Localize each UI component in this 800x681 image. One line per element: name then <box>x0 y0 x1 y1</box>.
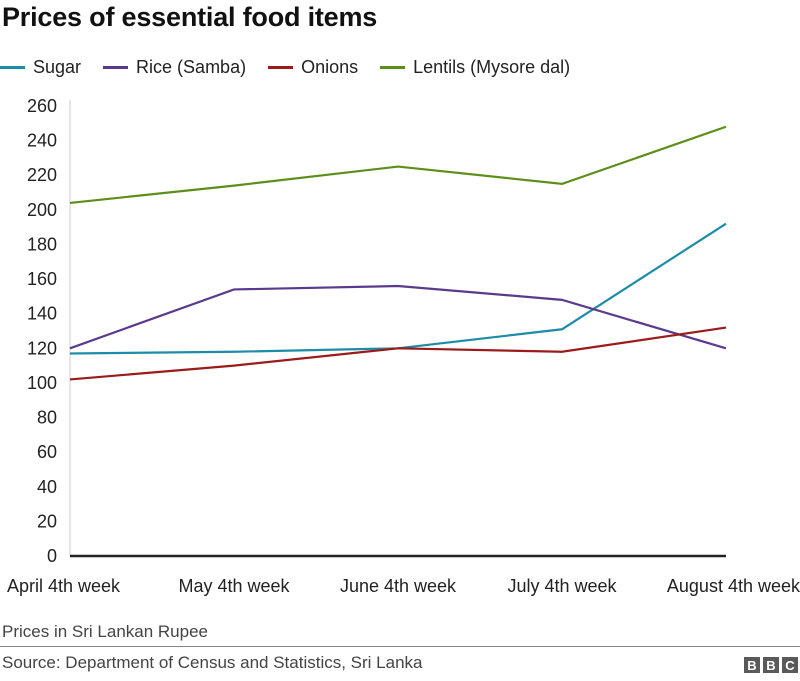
x-tick-label: April 4th week <box>7 576 121 596</box>
y-tick-label: 40 <box>37 477 57 497</box>
legend-item-onions: Onions <box>268 57 358 78</box>
y-tick-label: 260 <box>27 96 57 116</box>
y-tick-label: 220 <box>27 165 57 185</box>
x-tick-label: July 4th week <box>507 576 617 596</box>
y-tick-label: 240 <box>27 131 57 151</box>
units-note: Prices in Sri Lankan Rupee <box>2 622 209 641</box>
legend-item-sugar: Sugar <box>0 57 81 78</box>
y-tick-label: 200 <box>27 200 57 220</box>
legend-label-onions: Onions <box>301 56 359 77</box>
bbc-logo-block: B <box>763 657 779 673</box>
y-tick-label: 180 <box>27 234 57 254</box>
legend-swatch-onions <box>268 65 294 69</box>
legend-swatch-rice <box>103 65 129 69</box>
x-axis-ticks: April 4th week May 4th week June 4th week J… <box>7 576 800 596</box>
y-tick-label: 120 <box>27 338 57 358</box>
bbc-logo-block: B <box>744 657 760 673</box>
y-tick-label: 60 <box>37 442 57 462</box>
legend-label-sugar: Sugar <box>33 56 82 77</box>
chart-title: Prices of essential food items <box>2 2 378 32</box>
legend-item-lentils: Lentils (Mysore dal) <box>380 57 570 78</box>
legend-swatch-lentils <box>380 65 406 69</box>
y-tick-label: 20 <box>37 511 57 531</box>
bbc-logo: B B C <box>744 657 798 673</box>
y-tick-label: 100 <box>27 373 57 393</box>
footer-divider <box>0 646 800 647</box>
x-tick-label: August 4th week <box>667 576 800 596</box>
source-text: Source: Department of Census and Statist… <box>2 653 423 672</box>
legend-swatch-sugar <box>0 65 25 69</box>
y-axis-ticks: 0 20 40 60 80 100 120 140 160 180 200 220 240 260 <box>27 96 57 566</box>
legend: Sugar Rice (Samba) Onions Lentils (Mysor… <box>0 55 592 79</box>
x-tick-label: June 4th week <box>340 576 457 596</box>
series-line-lentils-mysore-dal <box>69 125 727 205</box>
series-line-rice-samba <box>69 284 727 350</box>
y-tick-label: 160 <box>27 269 57 289</box>
x-tick-label: May 4th week <box>178 576 290 596</box>
y-tick-label: 140 <box>27 304 57 324</box>
y-tick-label: 0 <box>47 546 57 566</box>
legend-item-rice: Rice (Samba) <box>103 57 246 78</box>
series-line-sugar <box>69 222 727 355</box>
line-chart: 0 20 40 60 80 100 120 140 160 180 200 220 240 260 Apr… <box>7 96 800 596</box>
y-tick-label: 80 <box>37 408 57 428</box>
legend-label-lentils: Lentils (Mysore dal) <box>413 56 571 77</box>
bbc-logo-block: C <box>782 657 798 673</box>
series-lines <box>69 125 727 381</box>
legend-label-rice: Rice (Samba) <box>136 56 247 77</box>
